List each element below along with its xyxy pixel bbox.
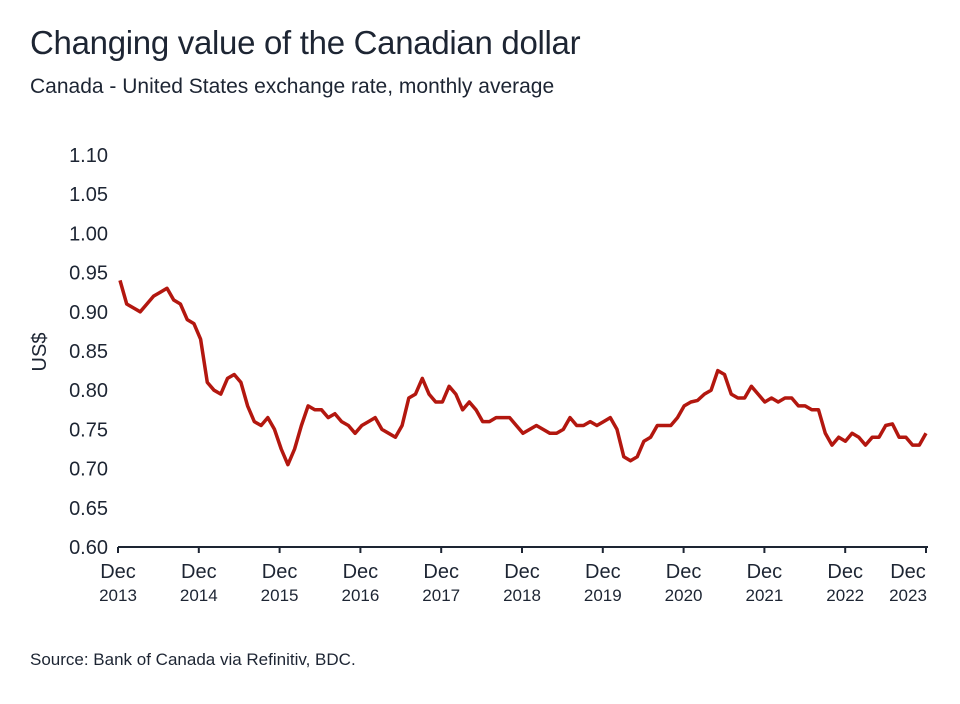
x-tick-year: 2023: [889, 586, 927, 605]
y-tick-label: 0.90: [69, 302, 108, 324]
x-tick-year: 2022: [826, 586, 864, 605]
y-tick-label: 0.95: [69, 263, 108, 285]
x-tick-year: 2016: [341, 586, 379, 605]
x-tick-year: 2021: [745, 586, 783, 605]
y-tick-label: 0.80: [69, 380, 108, 402]
x-tick-month: Dec: [181, 561, 217, 583]
x-tick-year: 2017: [422, 586, 460, 605]
chart-subtitle: Canada - United States exchange rate, mo…: [30, 75, 555, 98]
x-tick-month: Dec: [504, 561, 540, 583]
y-tick-label: 0.65: [69, 498, 108, 520]
x-tick-year: 2019: [584, 586, 622, 605]
source-note: Source: Bank of Canada via Refinitiv, BD…: [30, 650, 356, 669]
y-tick-label: 1.10: [69, 145, 108, 167]
chart-title: Changing value of the Canadian dollar: [30, 24, 581, 61]
x-tick-month: Dec: [343, 561, 379, 583]
x-tick-month: Dec: [827, 561, 863, 583]
x-tick-month: Dec: [666, 561, 702, 583]
y-tick-label: 0.85: [69, 341, 108, 363]
x-tick-month: Dec: [100, 561, 136, 583]
x-tick-month: Dec: [423, 561, 459, 583]
y-tick-label: 0.75: [69, 419, 108, 441]
y-tick-label: 0.70: [69, 459, 108, 481]
exchange-rate-line: [118, 279, 928, 467]
x-tick-month: Dec: [747, 561, 783, 583]
x-tick-month: Dec: [890, 561, 926, 583]
x-tick-year: 2020: [665, 586, 703, 605]
x-tick-year: 2018: [503, 586, 541, 605]
x-tick-month: Dec: [262, 561, 298, 583]
x-tick-year: 2013: [99, 586, 137, 605]
x-tick-month: Dec: [585, 561, 621, 583]
y-tick-label: 1.05: [69, 184, 108, 206]
y-tick-label: 1.00: [69, 223, 108, 245]
x-tick-year: 2014: [180, 586, 218, 605]
y-axis-label: US$: [29, 333, 51, 372]
y-tick-label: 0.60: [69, 537, 108, 559]
x-tick-year: 2015: [261, 586, 299, 605]
